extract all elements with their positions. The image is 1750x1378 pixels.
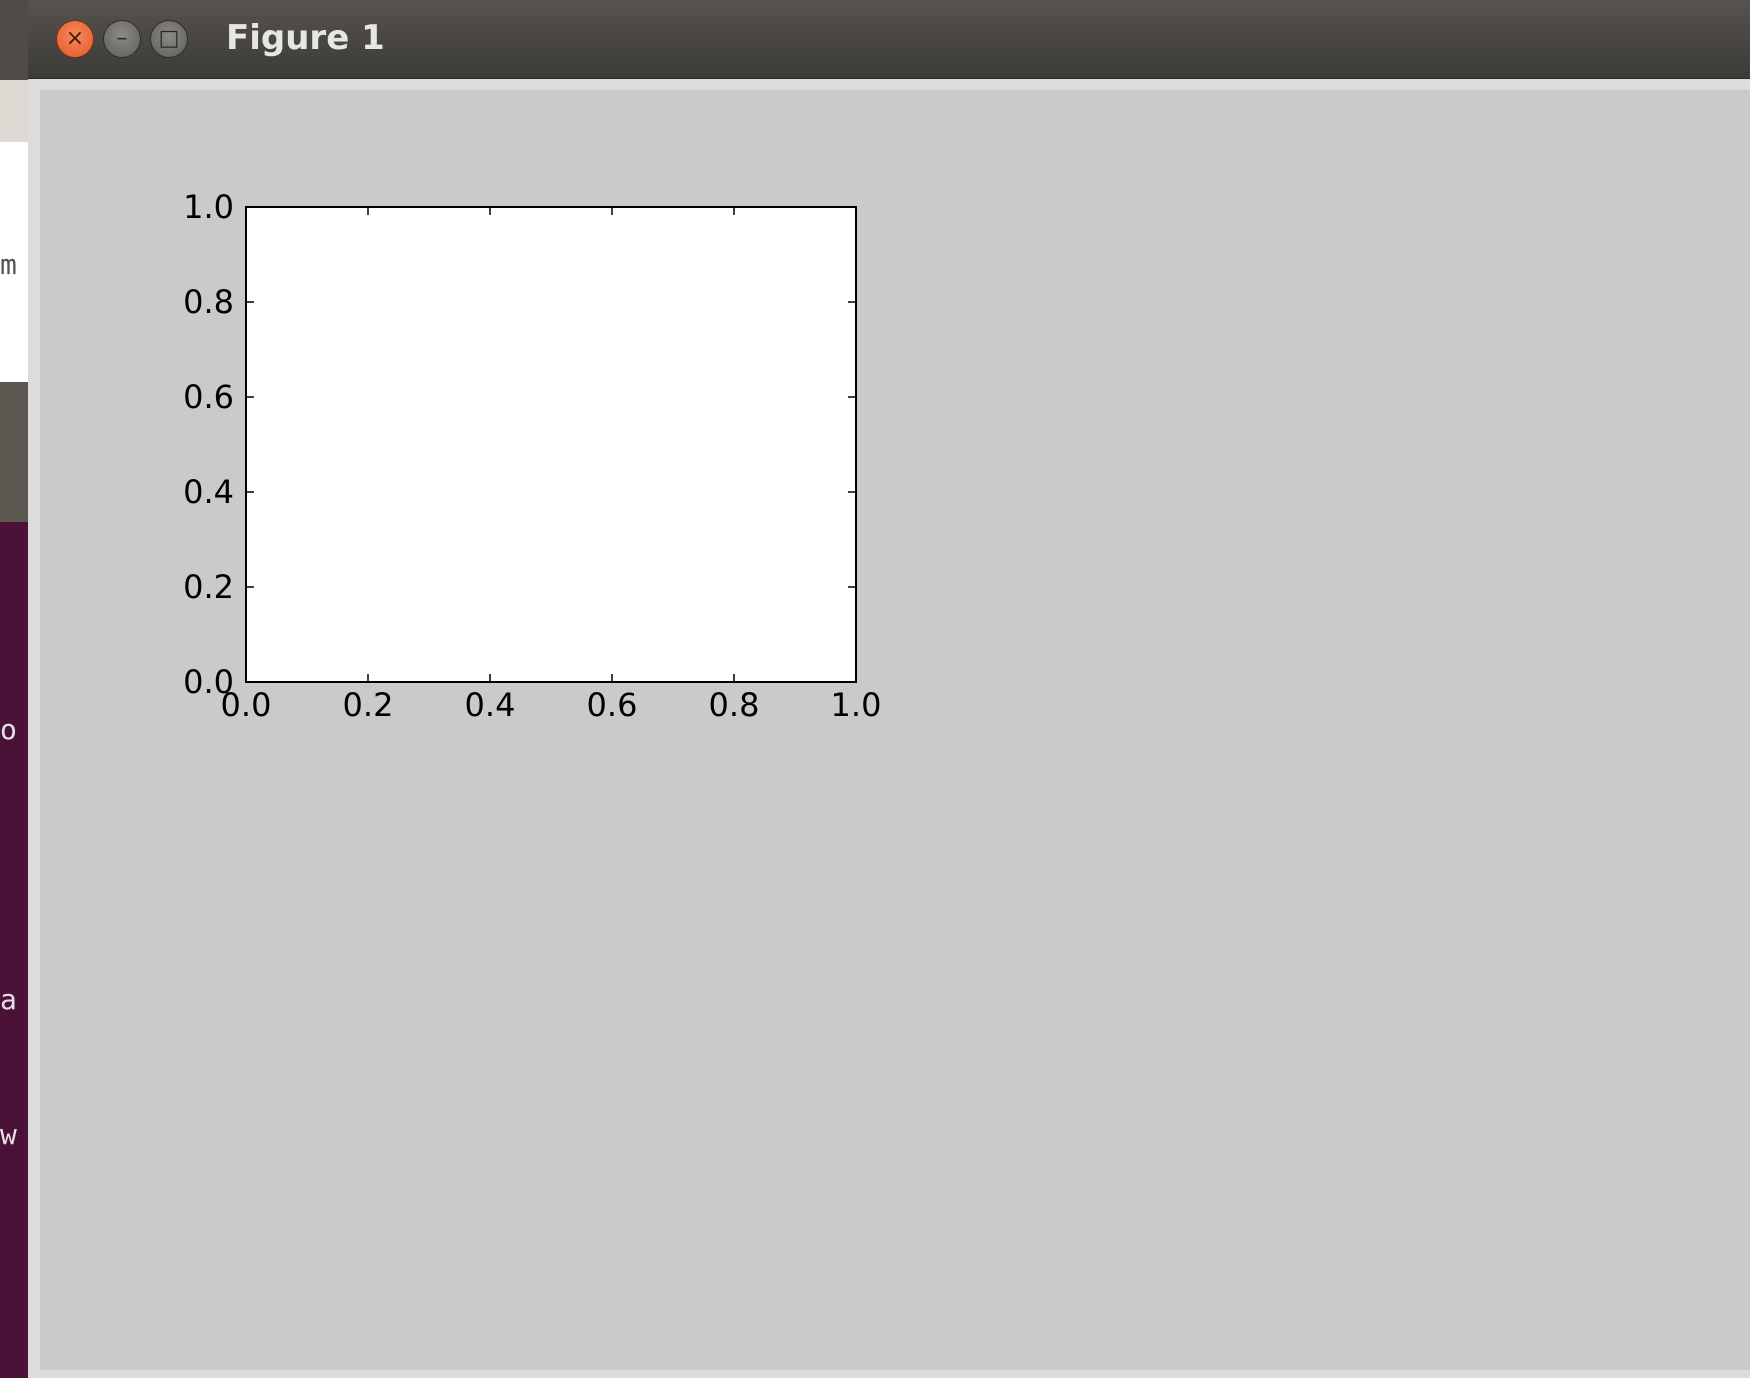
close-icon: × (65, 26, 85, 51)
background-panel (0, 382, 28, 522)
background-application: m o a w (0, 0, 28, 1378)
figure-window: × – □ Figure 1 0.0 0.2 0.4 0.6 0.8 1.0 0.0 0.2 0… (28, 0, 1750, 1378)
background-text-fragment: m (0, 250, 17, 280)
y-tick-label: 0.0 (183, 663, 234, 701)
y-tick-label: 0.8 (183, 283, 234, 321)
figure-canvas[interactable]: 0.0 0.2 0.4 0.6 0.8 1.0 0.0 0.2 0.4 0.6 0.8 1.0 (40, 90, 1750, 1370)
background-editor (0, 142, 28, 382)
maximize-icon: □ (158, 26, 180, 51)
tick-labels-layer: 0.0 0.2 0.4 0.6 0.8 1.0 0.0 0.2 0.4 0.6 0.8 1.0 (183, 188, 881, 724)
background-toolbar (0, 80, 28, 142)
axes-frame (245, 206, 857, 683)
x-tick-label: 0.4 (465, 686, 516, 724)
background-titlebar (0, 0, 28, 80)
y-tick-label: 0.4 (183, 473, 234, 511)
chart-svg: 0.0 0.2 0.4 0.6 0.8 1.0 0.0 0.2 0.4 0.6 0.8 1.0 (183, 188, 881, 724)
minimize-icon: – (116, 26, 128, 51)
y-tick-label: 0.6 (183, 378, 234, 416)
x-tick-label: 0.6 (587, 686, 638, 724)
background-text-fragment: o (0, 715, 17, 745)
x-tick-label: 0.8 (709, 686, 760, 724)
minimize-button[interactable]: – (103, 20, 141, 58)
background-text-fragment: a (0, 985, 17, 1015)
background-text-fragment: w (0, 1120, 17, 1150)
axes-background (246, 207, 856, 682)
x-tick-label: 0.2 (343, 686, 394, 724)
y-tick-label: 1.0 (183, 188, 234, 226)
x-tick-label: 1.0 (831, 686, 882, 724)
window-title: Figure 1 (226, 18, 385, 58)
close-button[interactable]: × (56, 20, 94, 58)
x-tick-label: 0.0 (221, 686, 272, 724)
maximize-button[interactable]: □ (150, 20, 188, 58)
y-tick-label: 0.2 (183, 568, 234, 606)
window-titlebar[interactable]: × – □ Figure 1 (28, 0, 1750, 79)
